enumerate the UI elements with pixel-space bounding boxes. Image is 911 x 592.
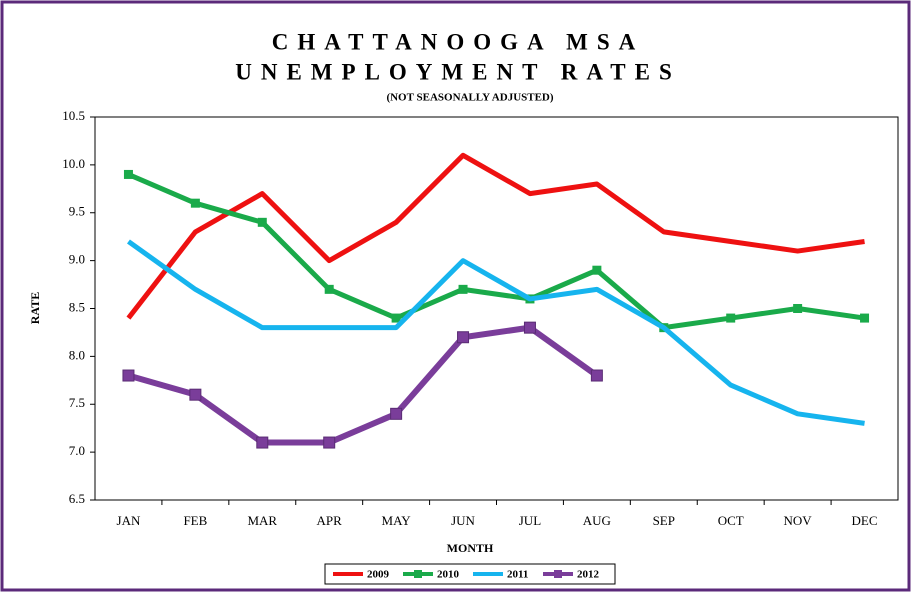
x-tick-label: FEB [183,513,207,528]
point-marker [793,304,803,313]
x-tick-label: APR [317,513,343,528]
point-marker [257,217,267,227]
point-marker [190,198,200,208]
series-line [127,239,865,426]
x-tick-label: MAY [382,513,412,528]
point-marker [391,313,401,323]
point-marker [324,284,334,294]
legend-label: 2010 [437,569,460,581]
point-marker [592,265,602,275]
series-line [127,324,599,446]
point-marker [458,284,468,294]
y-tick-label: 10.0 [62,156,85,171]
series-line [126,152,865,320]
point-marker [189,388,202,401]
legend-label: 2011 [507,569,528,581]
y-tick-label: 7.0 [69,443,85,458]
y-axis-title: RATE [28,292,42,324]
legend-marker [554,570,562,578]
y-tick-label: 6.5 [69,491,85,506]
x-tick-label: MAR [247,513,277,528]
y-tick-label: 8.5 [69,299,85,314]
legend: 2009 2010 2011 2012 [324,563,616,585]
point-marker [256,436,269,449]
chart-subtitle: (NOT SEASONALLY ADJUSTED) [386,92,553,104]
legend-label: 2009 [367,569,390,581]
y-tick-label: 9.0 [69,252,85,267]
y-tick-label: 7.5 [69,395,85,410]
legend-label: 2012 [577,569,600,581]
y-tick-label: 9.5 [69,204,85,219]
point-marker [860,313,870,323]
x-tick-label: JUN [451,513,475,528]
x-tick-label: JUL [519,513,541,528]
x-tick-label: OCT [718,513,744,528]
point-marker [122,369,135,382]
point-marker [390,407,403,420]
y-tick-label: 8.0 [69,347,85,362]
series-line [127,172,865,331]
chart-title: UNEMPLOYMENT RATES [235,59,680,84]
point-marker [590,369,603,382]
y-tick-label: 10.5 [62,108,85,123]
point-marker [123,169,133,179]
point-marker [523,321,536,334]
legend-marker [414,570,422,578]
x-tick-label: SEP [653,513,675,528]
x-tick-label: DEC [852,513,878,528]
chart-title: CHATTANOOGA MSA [272,29,644,54]
x-tick-label: NOV [784,513,813,528]
legend-box [324,563,616,585]
x-tick-label: AUG [583,513,611,528]
x-tick-label: JAN [117,513,141,528]
point-marker [726,313,736,323]
point-marker [323,436,336,449]
point-marker [457,331,470,344]
x-axis-title: MONTH [447,541,494,555]
